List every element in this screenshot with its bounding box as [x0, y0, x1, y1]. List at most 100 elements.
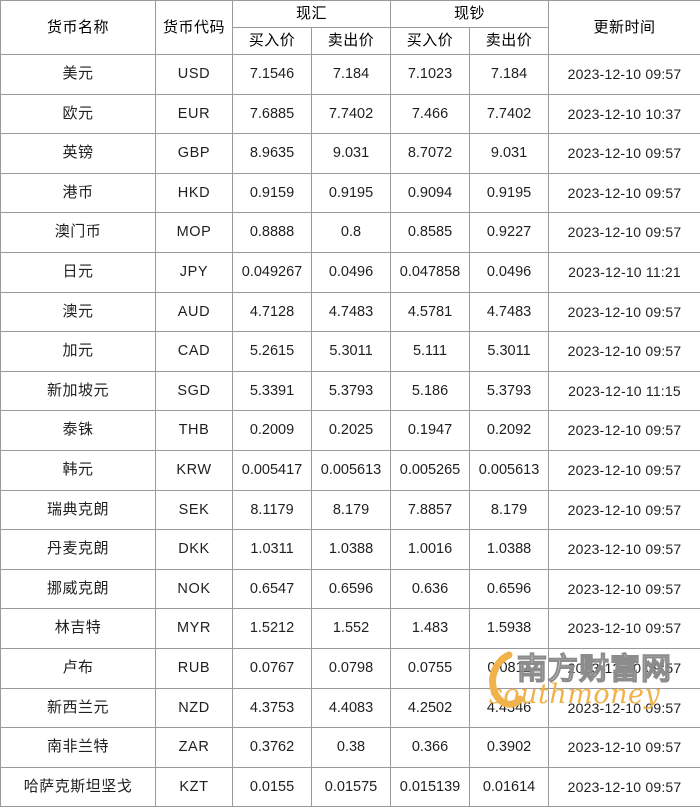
cell-cash-buy: 7.8857 [391, 490, 470, 530]
cell-update-time: 2023-12-10 09:57 [549, 332, 700, 372]
cell-update-time: 2023-12-10 09:57 [549, 411, 700, 451]
cell-currency-name: 美元 [1, 55, 156, 95]
cell-update-time: 2023-12-10 09:57 [549, 55, 700, 95]
cell-update-time: 2023-12-10 09:57 [549, 292, 700, 332]
cell-currency-name: 挪威克朗 [1, 569, 156, 609]
cell-cash-buy: 0.047858 [391, 252, 470, 292]
cell-currency-code: SGD [156, 371, 233, 411]
cell-currency-name: 卢布 [1, 648, 156, 688]
cell-currency-code: KZT [156, 767, 233, 807]
header-cash-buy: 买入价 [391, 28, 470, 55]
cell-currency-code: AUD [156, 292, 233, 332]
cell-cash-sell: 0.9195 [470, 173, 549, 213]
cell-spot-sell: 0.0798 [312, 648, 391, 688]
cell-spot-buy: 5.3391 [233, 371, 312, 411]
cell-currency-code: USD [156, 55, 233, 95]
cell-cash-buy: 8.7072 [391, 134, 470, 174]
cell-cash-sell: 0.6596 [470, 569, 549, 609]
cell-cash-buy: 0.366 [391, 728, 470, 768]
cell-spot-buy: 0.9159 [233, 173, 312, 213]
cell-update-time: 2023-12-10 09:57 [549, 530, 700, 570]
cell-currency-code: DKK [156, 530, 233, 570]
header-spot-buy: 买入价 [233, 28, 312, 55]
cell-currency-code: THB [156, 411, 233, 451]
cell-spot-sell: 0.0496 [312, 252, 391, 292]
cell-update-time: 2023-12-10 09:57 [549, 609, 700, 649]
cell-currency-name: 日元 [1, 252, 156, 292]
cell-currency-name: 哈萨克斯坦坚戈 [1, 767, 156, 807]
cell-update-time: 2023-12-10 09:57 [549, 688, 700, 728]
table-header: 货币名称 货币代码 现汇 现钞 更新时间 买入价 卖出价 买入价 卖出价 [1, 1, 700, 55]
cell-spot-sell: 0.2025 [312, 411, 391, 451]
cell-currency-code: JPY [156, 252, 233, 292]
header-row-group: 货币名称 货币代码 现汇 现钞 更新时间 [1, 1, 700, 28]
cell-currency-name: 澳门币 [1, 213, 156, 253]
cell-spot-buy: 0.0155 [233, 767, 312, 807]
cell-cash-sell: 5.3011 [470, 332, 549, 372]
header-group-cash: 现钞 [391, 1, 549, 28]
cell-spot-sell: 0.38 [312, 728, 391, 768]
cell-spot-sell: 4.4083 [312, 688, 391, 728]
header-currency-name: 货币名称 [1, 1, 156, 55]
cell-spot-buy: 4.7128 [233, 292, 312, 332]
cell-currency-name: 林吉特 [1, 609, 156, 649]
cell-cash-buy: 0.005265 [391, 450, 470, 490]
cell-cash-sell: 9.031 [470, 134, 549, 174]
cell-cash-sell: 5.3793 [470, 371, 549, 411]
cell-cash-sell: 7.184 [470, 55, 549, 95]
cell-update-time: 2023-12-10 10:37 [549, 94, 700, 134]
cell-cash-sell: 0.0811 [470, 648, 549, 688]
cell-currency-name: 泰铢 [1, 411, 156, 451]
cell-spot-sell: 5.3011 [312, 332, 391, 372]
cell-cash-buy: 7.466 [391, 94, 470, 134]
cell-currency-name: 南非兰特 [1, 728, 156, 768]
cell-cash-buy: 5.111 [391, 332, 470, 372]
header-cash-sell: 卖出价 [470, 28, 549, 55]
cell-cash-buy: 0.8585 [391, 213, 470, 253]
cell-cash-buy: 5.186 [391, 371, 470, 411]
cell-currency-code: RUB [156, 648, 233, 688]
cell-update-time: 2023-12-10 09:57 [549, 450, 700, 490]
cell-spot-buy: 0.3762 [233, 728, 312, 768]
cell-cash-sell: 0.2092 [470, 411, 549, 451]
cell-update-time: 2023-12-10 09:57 [549, 569, 700, 609]
cell-currency-name: 瑞典克朗 [1, 490, 156, 530]
cell-spot-buy: 0.2009 [233, 411, 312, 451]
cell-currency-code: CAD [156, 332, 233, 372]
cell-spot-sell: 7.7402 [312, 94, 391, 134]
cell-spot-buy: 8.9635 [233, 134, 312, 174]
cell-spot-sell: 4.7483 [312, 292, 391, 332]
header-spot-sell: 卖出价 [312, 28, 391, 55]
cell-spot-buy: 7.6885 [233, 94, 312, 134]
cell-spot-sell: 0.005613 [312, 450, 391, 490]
cell-spot-buy: 0.049267 [233, 252, 312, 292]
cell-currency-name: 欧元 [1, 94, 156, 134]
cell-spot-sell: 0.9195 [312, 173, 391, 213]
cell-spot-buy: 5.2615 [233, 332, 312, 372]
cell-spot-sell: 8.179 [312, 490, 391, 530]
cell-spot-sell: 0.6596 [312, 569, 391, 609]
cell-spot-sell: 1.0388 [312, 530, 391, 570]
cell-currency-name: 澳元 [1, 292, 156, 332]
cell-cash-sell: 0.9227 [470, 213, 549, 253]
cell-currency-name: 英镑 [1, 134, 156, 174]
cell-currency-code: NOK [156, 569, 233, 609]
cell-update-time: 2023-12-10 11:21 [549, 252, 700, 292]
